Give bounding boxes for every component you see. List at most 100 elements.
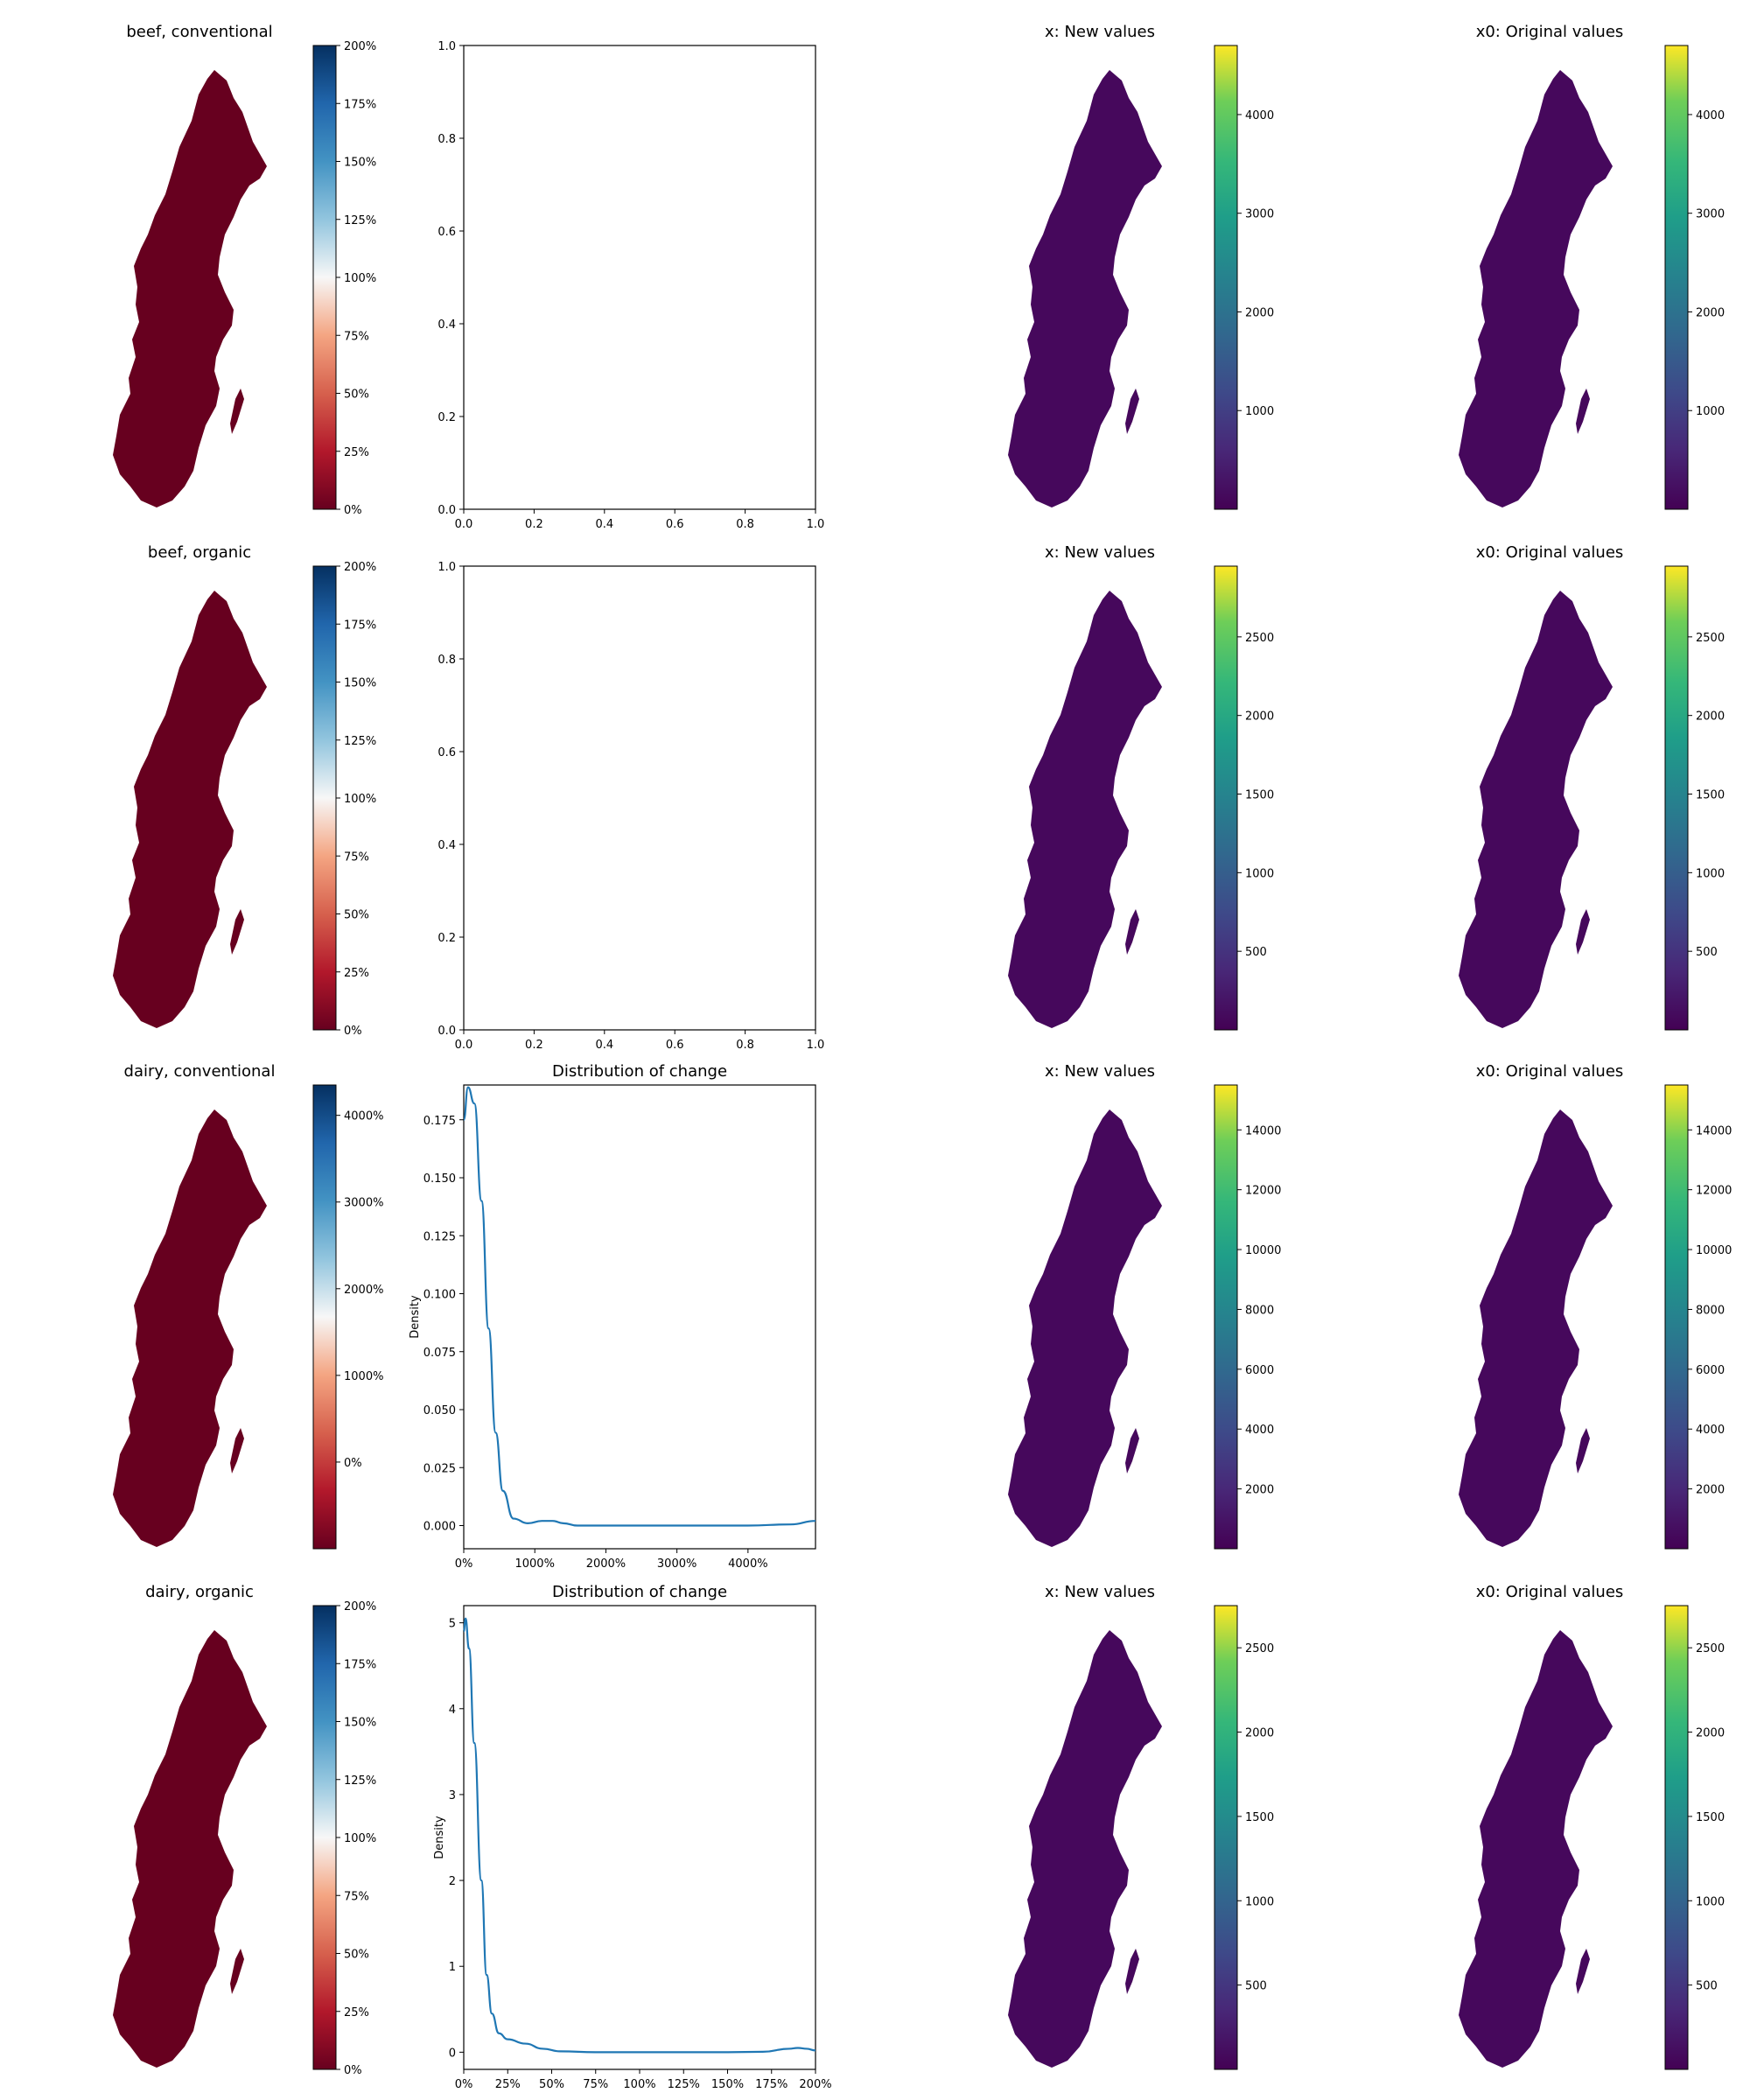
x-tick-label: 0.8 — [736, 518, 754, 531]
map-title: dairy, organic — [145, 1583, 254, 1601]
original-values-map-shape — [1459, 1630, 1613, 2068]
x-tick-label: 0.4 — [595, 518, 613, 531]
y-tick-label: 1.0 — [438, 561, 456, 574]
x-tick-label: 200% — [799, 2078, 831, 2091]
dist-title: Distribution of change — [552, 1583, 727, 1601]
new-values-map — [1008, 1630, 1162, 2068]
colorbar-tick-label: 50% — [344, 388, 369, 402]
colorbar-tick-label: 25% — [344, 446, 369, 459]
change-map — [113, 1110, 267, 1547]
change-map — [113, 1630, 267, 2068]
colorbar-tick-label: 150% — [344, 677, 376, 690]
x-tick-label: 0% — [455, 1558, 473, 1571]
colorbar-tick-label: 2500 — [1696, 1642, 1725, 1656]
x-tick-label: 1.0 — [807, 1039, 825, 1052]
colorbar-tick-label: 200% — [344, 40, 376, 53]
colorbar-tick-label: 500 — [1696, 946, 1718, 959]
viridis-colorbar — [1664, 45, 1689, 510]
x-tick-label: 0.6 — [666, 1039, 684, 1052]
colorbar-tick-label: 50% — [344, 909, 369, 922]
colorbar-tick-label: 75% — [344, 330, 369, 343]
map-title: beef, organic — [148, 543, 251, 562]
colorbar-tick-label: 25% — [344, 967, 369, 980]
y-tick-label: 1 — [449, 1961, 456, 1974]
y-tick-label: 0.0 — [438, 1025, 456, 1038]
colorbar-tick-label: 500 — [1696, 1980, 1718, 1993]
colorbar — [312, 1605, 337, 2070]
colorbar-tick-label: 2000 — [1696, 1484, 1725, 1497]
x-tick-label: 175% — [755, 2078, 788, 2091]
x-tick-label: 1000% — [514, 1558, 554, 1571]
colorbar-tick-label: 25% — [344, 2006, 369, 2020]
colorbar-tick-label: 100% — [344, 793, 376, 806]
new-title: x: New values — [1045, 1583, 1155, 1601]
x-tick-label: 0.4 — [595, 1039, 613, 1052]
dist-axes — [463, 1605, 816, 2070]
colorbar-tick-label: 125% — [344, 1774, 376, 1788]
dist-axes — [463, 1084, 816, 1550]
colorbar-tick-label: 100% — [344, 272, 376, 285]
colorbar — [312, 565, 337, 1031]
colorbar-tick-label: 2000 — [1245, 710, 1274, 724]
colorbar — [312, 45, 337, 510]
colorbar-tick-label: 10000 — [1696, 1244, 1732, 1257]
colorbar-tick-label: 1000 — [1245, 405, 1274, 418]
y-tick-label: 0.4 — [438, 839, 456, 852]
colorbar-tick-label: 1500 — [1245, 1811, 1274, 1824]
colorbar-tick-label: 1000 — [1245, 1895, 1274, 1908]
y-tick-label: 0.4 — [438, 318, 456, 332]
y-tick-label: 5 — [449, 1618, 456, 1631]
colorbar-tick-label: 0% — [344, 1457, 362, 1470]
viridis-colorbar — [1664, 1084, 1689, 1550]
colorbar-tick-label: 2000 — [1245, 1484, 1274, 1497]
y-tick-label: 0.000 — [424, 1521, 456, 1534]
colorbar-tick-label: 125% — [344, 735, 376, 748]
y-tick-label: 0.025 — [424, 1462, 456, 1475]
y-tick-label: 0.2 — [438, 411, 456, 424]
map-region — [1555, 1468, 1564, 1489]
change-map-shape — [113, 70, 267, 508]
y-tick-label: 0.125 — [424, 1230, 456, 1243]
colorbar-tick-label: 75% — [344, 850, 369, 864]
y-tick-label: 0.175 — [424, 1115, 456, 1128]
x-tick-label: 2000% — [586, 1558, 626, 1571]
colorbar-tick-label: 1500 — [1245, 789, 1274, 802]
orig-title: x0: Original values — [1476, 543, 1624, 562]
colorbar-tick-label: 1000 — [1245, 867, 1274, 880]
new-title: x: New values — [1045, 543, 1155, 562]
colorbar-tick-label: 1000% — [344, 1370, 383, 1383]
original-values-map — [1459, 591, 1613, 1028]
y-tick-label: 0.6 — [438, 746, 456, 760]
viridis-colorbar — [1214, 45, 1238, 510]
colorbar-tick-label: 8000 — [1245, 1304, 1274, 1317]
change-map-shape — [113, 1110, 267, 1547]
y-tick-label: 0.100 — [424, 1289, 456, 1302]
colorbar-tick-label: 1500 — [1696, 1811, 1725, 1824]
x-tick-label: 0.0 — [455, 518, 473, 531]
viridis-colorbar — [1664, 1605, 1689, 2070]
colorbar-tick-label: 6000 — [1245, 1364, 1274, 1377]
original-values-map — [1459, 1110, 1613, 1547]
x-tick-label: 4000% — [728, 1558, 767, 1571]
colorbar-tick-label: 10000 — [1245, 1244, 1281, 1257]
viridis-colorbar — [1664, 565, 1689, 1031]
colorbar-tick-label: 2500 — [1696, 632, 1725, 645]
x-tick-label: 25% — [495, 2078, 521, 2091]
colorbar — [312, 1084, 337, 1550]
density-line — [462, 1617, 816, 2054]
y-tick-label: 0 — [449, 2047, 456, 2060]
colorbar-tick-label: 2500 — [1245, 632, 1274, 645]
colorbar-tick-label: 175% — [344, 619, 376, 632]
change-map-shape — [113, 591, 267, 1028]
x-tick-label: 0.0 — [455, 1039, 473, 1052]
x-tick-label: 0% — [455, 2078, 473, 2091]
viridis-colorbar — [1214, 1605, 1238, 2070]
colorbar-tick-label: 200% — [344, 1600, 376, 1614]
original-values-map-shape — [1459, 70, 1613, 508]
original-values-map-shape — [1459, 591, 1613, 1028]
new-values-map — [1008, 591, 1162, 1028]
x-tick-label: 100% — [623, 2078, 655, 2091]
x-tick-label: 0.2 — [525, 1039, 543, 1052]
y-tick-label: 0.050 — [424, 1404, 456, 1418]
